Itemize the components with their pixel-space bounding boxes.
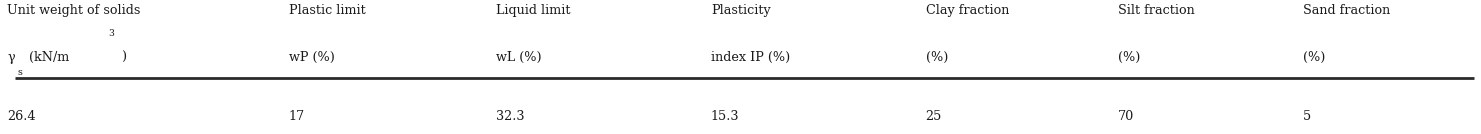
Text: wP (%): wP (%) — [289, 51, 335, 64]
Text: Liquid limit: Liquid limit — [496, 4, 570, 17]
Text: Sand fraction: Sand fraction — [1303, 4, 1391, 17]
Text: s: s — [18, 68, 22, 77]
Text: Clay fraction: Clay fraction — [926, 4, 1009, 17]
Text: 15.3: 15.3 — [711, 110, 739, 123]
Text: (%): (%) — [926, 51, 948, 64]
Text: (%): (%) — [1303, 51, 1325, 64]
Text: (kN/m: (kN/m — [25, 51, 70, 64]
Text: 3: 3 — [108, 29, 114, 38]
Text: 5: 5 — [1303, 110, 1312, 123]
Text: 32.3: 32.3 — [496, 110, 524, 123]
Text: Plasticity: Plasticity — [711, 4, 770, 17]
Text: 26.4: 26.4 — [7, 110, 36, 123]
Text: 17: 17 — [289, 110, 305, 123]
Text: 25: 25 — [926, 110, 942, 123]
Text: 70: 70 — [1118, 110, 1134, 123]
Text: (%): (%) — [1118, 51, 1140, 64]
Text: wL (%): wL (%) — [496, 51, 542, 64]
Text: γ: γ — [7, 51, 15, 64]
Text: Plastic limit: Plastic limit — [289, 4, 366, 17]
Text: index IP (%): index IP (%) — [711, 51, 791, 64]
Text: ): ) — [121, 51, 126, 64]
Text: Unit weight of solids: Unit weight of solids — [7, 4, 141, 17]
Text: Silt fraction: Silt fraction — [1118, 4, 1195, 17]
